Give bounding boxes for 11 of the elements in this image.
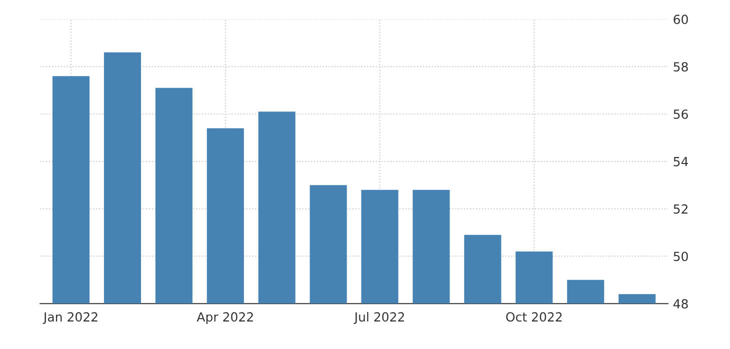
x-tick-label: Oct 2022 (506, 312, 562, 322)
y-tick-label: 50 (674, 252, 688, 262)
y-tick-label: 58 (674, 62, 688, 72)
x-tick-label: Jan 2022 (42, 312, 98, 324)
y-tick-label: 60 (674, 14, 688, 24)
y-tick-label: 52 (674, 204, 688, 214)
y-tick-label: 54 (674, 157, 688, 166)
y-tick-label: 56 (674, 109, 688, 119)
y-tick-label: 48 (673, 299, 688, 309)
x-tick-label: Jul 2022 (354, 312, 404, 324)
x-tick-label: Apr 2022 (196, 312, 253, 324)
